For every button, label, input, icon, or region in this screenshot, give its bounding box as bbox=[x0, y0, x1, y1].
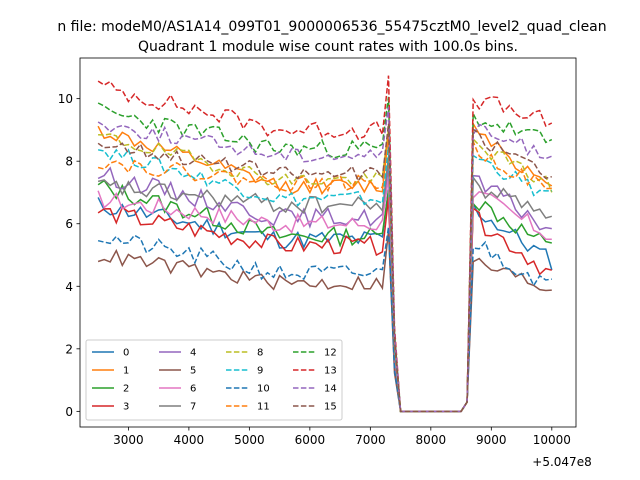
series-line-11 bbox=[97, 133, 552, 413]
legend-label-14: 14 bbox=[324, 384, 337, 395]
y-tick-label: 10 bbox=[58, 92, 73, 106]
series-line-8 bbox=[98, 128, 553, 413]
legend-label-5: 5 bbox=[190, 366, 196, 377]
legend-label-15: 15 bbox=[324, 402, 337, 413]
series-line-4 bbox=[97, 166, 552, 413]
series-line-13 bbox=[97, 75, 553, 413]
plot-area bbox=[79, 57, 577, 428]
legend-label-4: 4 bbox=[190, 348, 196, 359]
series-line-10 bbox=[97, 226, 552, 413]
series-line-9 bbox=[97, 145, 552, 413]
x-tick-label: 5000 bbox=[234, 433, 265, 447]
x-axis: 3000 4000 5000 6000 7000 8000 9000 10000 bbox=[113, 427, 571, 447]
x-tick-label: 4000 bbox=[174, 433, 205, 447]
series-line-15 bbox=[97, 123, 552, 413]
y-tick-label: 2 bbox=[65, 342, 73, 356]
legend-label-12: 12 bbox=[324, 348, 337, 359]
legend-label-10: 10 bbox=[257, 384, 270, 395]
series-line-6 bbox=[97, 177, 552, 413]
legend-label-6: 6 bbox=[190, 384, 196, 395]
axes-frame bbox=[79, 57, 577, 428]
legend-label-7: 7 bbox=[190, 402, 196, 413]
y-tick-label: 4 bbox=[65, 280, 73, 294]
y-axis: 0 2 4 6 8 10 bbox=[58, 92, 80, 419]
series-line-12 bbox=[97, 96, 553, 413]
y-tick-label: 8 bbox=[65, 155, 73, 169]
legend-box bbox=[85, 339, 343, 421]
x-tick-label: 6000 bbox=[295, 433, 326, 447]
x-tick-label: 9000 bbox=[476, 433, 507, 447]
series-line-2 bbox=[97, 179, 552, 413]
legend-label-1: 1 bbox=[123, 366, 129, 377]
legend-label-2: 2 bbox=[123, 384, 129, 395]
chart-title: Quadrant 1 module wise count rates with … bbox=[138, 39, 518, 55]
x-tick-label: 10000 bbox=[533, 433, 571, 447]
legend-label-8: 8 bbox=[257, 348, 263, 359]
series-line-3 bbox=[97, 197, 552, 413]
x-tick-label: 3000 bbox=[113, 433, 144, 447]
series-line-5 bbox=[97, 230, 552, 413]
legend-label-9: 9 bbox=[257, 366, 263, 377]
series-line-14 bbox=[97, 106, 553, 413]
x-offset-label: +5.047e8 bbox=[532, 455, 591, 469]
legend-label-13: 13 bbox=[324, 366, 337, 377]
y-tick-label: 6 bbox=[65, 217, 73, 231]
x-tick-label: 8000 bbox=[416, 433, 447, 447]
legend-label-0: 0 bbox=[123, 348, 129, 359]
series-line-7 bbox=[97, 156, 553, 413]
legend-label-3: 3 bbox=[123, 402, 129, 413]
y-tick-label: 0 bbox=[65, 405, 73, 419]
figure-title: n file: modeM0/AS1A14_099T01_9000006536_… bbox=[57, 19, 606, 35]
x-tick-label: 7000 bbox=[355, 433, 386, 447]
legend-label-11: 11 bbox=[257, 402, 270, 413]
